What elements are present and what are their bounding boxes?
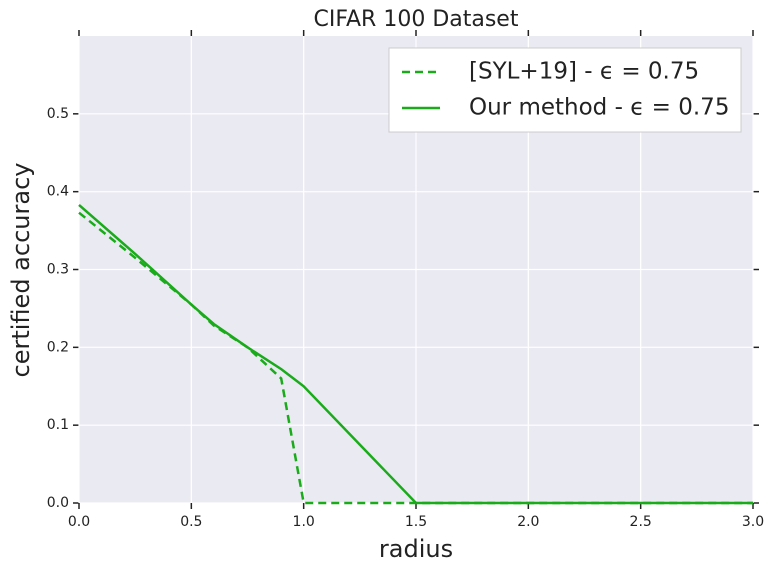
x-tick-label: 1.0 <box>293 514 315 530</box>
y-tick-label: 0.4 <box>47 184 69 200</box>
y-tick-label: 0.2 <box>47 339 69 355</box>
x-tick-label: 0.5 <box>180 514 202 530</box>
x-tick-label: 0.0 <box>68 514 90 530</box>
y-tick-label: 0.5 <box>47 106 69 122</box>
y-tick-label: 0.3 <box>47 262 69 278</box>
legend-box <box>388 47 742 133</box>
series-line <box>78 203 753 505</box>
x-tick-label: 1.5 <box>405 514 427 530</box>
x-tick-label: 2.5 <box>630 514 652 530</box>
x-tick-label: 3.0 <box>742 514 764 530</box>
chart-title: CIFAR 100 Dataset <box>314 7 519 32</box>
legend-label: Our method - ϵ = 0.75 <box>469 95 729 121</box>
y-tick-label: 0.1 <box>47 417 69 433</box>
x-tick-label: 2.0 <box>517 514 539 530</box>
legend-label: [SYL+19] - ϵ = 0.75 <box>469 59 699 85</box>
y-tick-label: 0.0 <box>47 495 69 511</box>
x-axis-label: radius <box>379 535 453 563</box>
y-axis-label: certified accuracy <box>7 163 35 378</box>
